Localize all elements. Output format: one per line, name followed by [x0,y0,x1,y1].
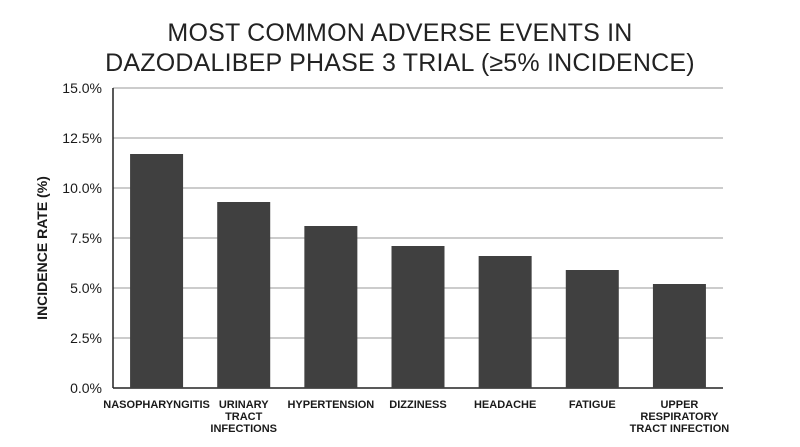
bar [652,284,706,388]
x-category-label: NASOPHARYNGITIS [103,399,210,411]
bar [130,154,184,388]
bar [217,202,271,388]
x-category-label: HEADACHE [474,399,536,411]
x-category-label: UPPER RESPIRATORY TRACT INFECTION [630,399,730,435]
x-category-label: DIZZINESS [389,399,446,411]
chart-title-line-2: DAZODALIBEP PHASE 3 TRIAL (≥5% INCIDENCE… [105,49,695,77]
y-tick-label: 0.0% [70,380,102,396]
bar [391,246,445,388]
y-axis-title: INCIDENCE RATE (%) [34,176,50,320]
bar [565,270,619,388]
x-category-label: FATIGUE [569,399,616,411]
bars [130,154,706,388]
y-tick-label: 5.0% [70,280,102,296]
x-axis-categories: NASOPHARYNGITIS URINARY TRACT INFECTIONS HYP… [103,399,729,435]
chart-title: MOST COMMON ADVERSE EVENTS IN DAZODALIBE… [0,18,800,78]
x-category-label: URINARY TRACT INFECTIONS [210,399,277,435]
y-tick-label: 15.0% [62,80,102,96]
y-tick-label: 10.0% [62,180,102,196]
y-tick-label: 7.5% [70,230,102,246]
y-tick-label: 2.5% [70,330,102,346]
bar [478,256,532,388]
y-axis-ticks: 0.0% 2.5% 5.0% 7.5% 10.0% 12.5% 15.0% [62,80,102,396]
x-category-label: HYPERTENSION [287,399,374,411]
bar [304,226,358,388]
y-tick-label: 12.5% [62,130,102,146]
chart-title-line-1: MOST COMMON ADVERSE EVENTS IN [167,19,633,47]
